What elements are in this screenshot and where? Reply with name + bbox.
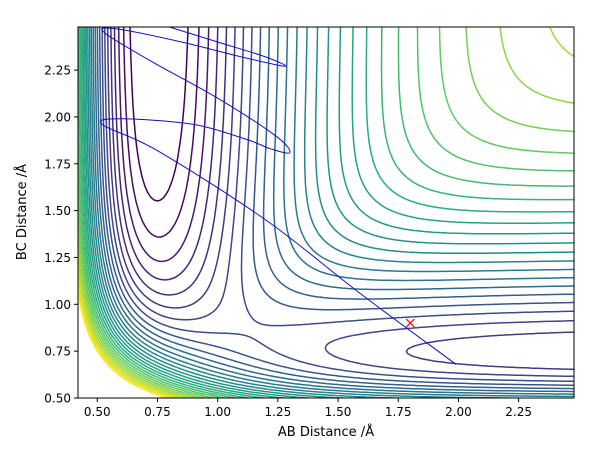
- x-axis-label: AB Distance /Å: [278, 424, 374, 440]
- y-tick-label: 0.75: [44, 345, 71, 359]
- marker-layer: [405, 318, 415, 328]
- y-tick-label: 1.25: [44, 251, 71, 265]
- contour-line-13: [88, 27, 574, 398]
- contour-line-15: [85, 27, 574, 398]
- contour-line-11: [92, 27, 574, 395]
- x-tick-label: 1.75: [385, 405, 412, 419]
- axes-frame: [77, 26, 575, 399]
- transition-state-marker: [405, 318, 415, 328]
- contour-line-12: [90, 27, 574, 398]
- x-tick-label: 2.25: [505, 405, 532, 419]
- contour-line-10: [94, 27, 574, 393]
- contour-line-26: [78, 256, 187, 398]
- contour-line-28: [78, 279, 175, 398]
- y-tick-label: 0.50: [44, 392, 71, 406]
- contour-line-4: [110, 27, 228, 296]
- contour-line-5: [106, 27, 574, 371]
- y-tick-label: 2.25: [44, 64, 71, 78]
- contour-line-22: [78, 27, 574, 398]
- energy-contours: [78, 27, 574, 398]
- x-axis-ticks: 0.50 0.75 1.00 1.25 1.50 1.75 2.00 2.25: [84, 398, 532, 419]
- y-tick-label: 2.00: [44, 110, 71, 124]
- x-tick-label: 0.50: [84, 405, 111, 419]
- y-tick-label: 1.75: [44, 157, 71, 171]
- contour-line-19: [79, 27, 574, 398]
- contour-line-0: [129, 27, 189, 202]
- y-axis-label: BC Distance /Å: [14, 164, 30, 260]
- y-tick-label: 1.50: [44, 204, 71, 218]
- contour-line-17: [82, 27, 574, 398]
- contour-line-25: [78, 27, 574, 398]
- contour-line-7: [101, 27, 574, 383]
- contour-line-3: [113, 27, 219, 281]
- contour-line-24: [78, 27, 574, 398]
- contour-line-29: [78, 287, 170, 398]
- contour-line-9: [96, 27, 574, 390]
- contour-line-1: [122, 27, 200, 238]
- contour-line-21: [78, 27, 574, 398]
- marker-stroke: [405, 318, 415, 328]
- contour-line-18: [80, 27, 574, 398]
- contour-line-8: [98, 27, 574, 386]
- x-tick-label: 1.00: [204, 405, 231, 419]
- contour-line-16: [83, 27, 574, 398]
- contour-line-6: [104, 27, 574, 378]
- x-tick-label: 0.75: [144, 405, 171, 419]
- contour-line-2: [117, 27, 210, 263]
- y-axis-ticks: 0.50 0.75 1.00 1.25 1.50 1.75 2.00 2.25: [44, 64, 78, 406]
- contour-line-20: [78, 27, 574, 398]
- y-tick-label: 1.00: [44, 298, 71, 312]
- x-tick-label: 1.25: [264, 405, 291, 419]
- contour-line-27: [78, 269, 181, 398]
- x-tick-label: 2.00: [445, 405, 472, 419]
- trajectory-layer: [99, 27, 457, 365]
- trajectory-line: [99, 27, 457, 365]
- x-tick-label: 1.50: [325, 405, 352, 419]
